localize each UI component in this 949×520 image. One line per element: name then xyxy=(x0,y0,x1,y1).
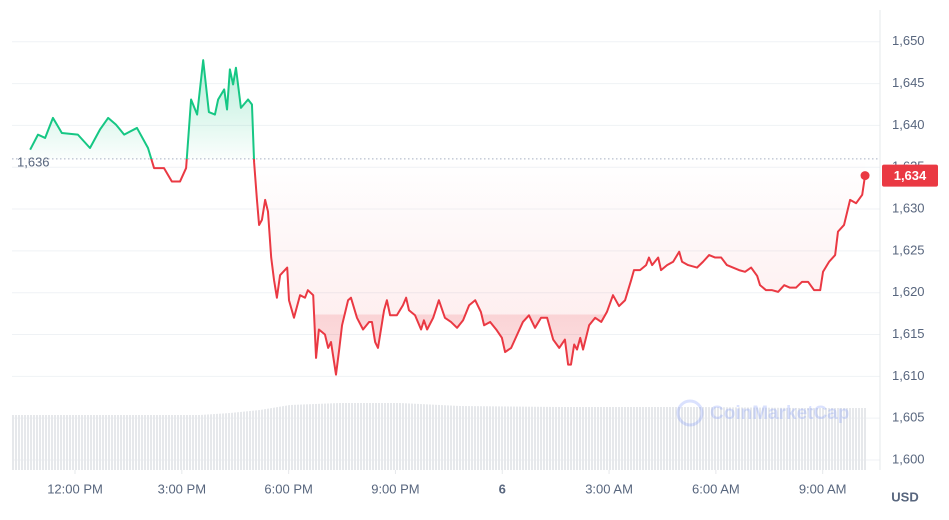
x-tick-label: 6 xyxy=(499,481,506,496)
last-price-box xyxy=(882,164,938,187)
price-area xyxy=(30,60,866,375)
baseline-label: 1,636 xyxy=(17,154,50,169)
currency-label: USD xyxy=(891,489,918,504)
x-tick-label: 6:00 PM xyxy=(264,481,312,496)
y-tick-label: 1,605 xyxy=(892,410,925,425)
x-tick-label: 12:00 PM xyxy=(47,481,103,496)
last-point xyxy=(860,171,870,181)
y-tick-label: 1,615 xyxy=(892,326,925,341)
volume-band xyxy=(12,403,866,470)
watermark-text: CoinMarketCap xyxy=(710,403,849,424)
y-tick-label: 1,650 xyxy=(892,33,925,48)
y-tick-label: 1,610 xyxy=(892,368,925,383)
x-tick-label: 6:00 AM xyxy=(692,481,740,496)
x-tick-label: 3:00 PM xyxy=(158,481,206,496)
y-tick-label: 1,620 xyxy=(892,284,925,299)
y-tick-label: 1,600 xyxy=(892,451,925,466)
watermark-logo xyxy=(676,399,704,427)
x-tick-label: 9:00 PM xyxy=(371,481,419,496)
watermark: CoinMarketCap xyxy=(676,399,849,427)
x-tick-label: 3:00 AM xyxy=(585,481,633,496)
y-tick-label: 1,630 xyxy=(892,200,925,215)
last-price-label: 1,634 xyxy=(894,168,927,183)
price-line xyxy=(29,59,867,376)
y-tick-label: 1,625 xyxy=(892,242,925,257)
y-tick-label: 1,640 xyxy=(892,117,925,132)
y-tick-label: 1,645 xyxy=(892,75,925,90)
x-tick-label: 9:00 AM xyxy=(799,481,847,496)
